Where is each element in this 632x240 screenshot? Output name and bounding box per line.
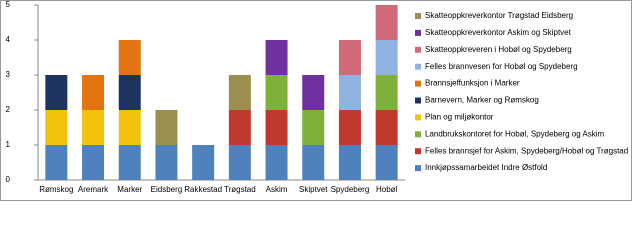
y-tick-label: 3 [6, 70, 11, 79]
legend-swatch [415, 148, 421, 155]
bar-segment [45, 145, 68, 180]
legend-label: Skatteoppkreveren i Hobøl og Spydeberg [425, 45, 572, 54]
bar-segment [228, 75, 251, 110]
legend-swatch [415, 63, 421, 70]
bar-segment [192, 145, 215, 180]
legend-swatch [415, 114, 421, 121]
x-tick-label: Rømskog [39, 185, 73, 194]
x-tick-label: Trøgstad [224, 185, 256, 194]
x-tick-label: Askim [266, 185, 288, 194]
legend-label: Brannsjeffunksjon i Marker [425, 79, 520, 88]
bar-segment [375, 40, 398, 75]
legend-label: Innkjøpssamarbeidet Indre Østfold [425, 163, 547, 172]
legend-swatch [415, 13, 421, 19]
x-tick-label: Spydeberg [331, 185, 370, 194]
bar-segment [155, 145, 178, 180]
bar-segment [375, 110, 398, 145]
bar-segment [375, 75, 398, 110]
bar-segment [338, 40, 361, 75]
legend-swatch [415, 165, 421, 172]
legend-label: Felles brannvesen for Hobøl og Spydeberg [425, 62, 578, 71]
legend-label: Skatteoppkreverkontor Askim og Skiptvet [425, 28, 572, 37]
x-tick-label: Aremark [78, 185, 109, 194]
y-tick-label: 2 [6, 105, 11, 114]
bar-segment [375, 145, 398, 180]
bar-segment [82, 75, 105, 110]
bar-segment [45, 110, 68, 145]
bar-segment [228, 110, 251, 145]
y-tick-label: 1 [6, 140, 11, 149]
legend-swatch [415, 97, 421, 104]
bar-segment [265, 145, 288, 180]
bar-segment [118, 40, 141, 75]
x-tick-label: Skiptvet [299, 185, 328, 194]
legend-label: Barnevern, Marker og Rømskog [425, 96, 539, 105]
legend-label: Landbrukskontoret for Hobøl, Spydeberg o… [425, 129, 605, 138]
bar-segment [82, 110, 105, 145]
bar-segment [228, 145, 251, 180]
bar-segment [118, 75, 141, 110]
x-tick-label: Hobøl [376, 185, 398, 194]
x-tick-label: Rakkestad [184, 185, 222, 194]
legend-swatch [415, 131, 421, 138]
bar-segment [118, 145, 141, 180]
bar-segment [265, 110, 288, 145]
bar-segment [155, 110, 178, 145]
bar-segment [82, 145, 105, 180]
y-tick-label: 0 [6, 175, 11, 184]
bar-segment [338, 110, 361, 145]
bar-segment [302, 145, 325, 180]
legend-swatch [415, 46, 421, 53]
x-tick-label: Marker [117, 185, 142, 194]
x-tick-label: Eidsberg [151, 185, 183, 194]
y-tick-label: 4 [6, 35, 11, 44]
legend-label: Plan og miljøkontor [425, 113, 494, 122]
y-tick-label: 5 [6, 0, 11, 9]
bar-segment [302, 110, 325, 145]
legend-label: Felles brannsjef for Askim, Spydeberg/Ho… [425, 146, 628, 155]
bar-segment [338, 145, 361, 180]
legend-swatch [415, 29, 421, 36]
bar-segment [118, 110, 141, 145]
bar-segment [338, 75, 361, 110]
bar-segment [302, 75, 325, 110]
bar-segment [265, 40, 288, 75]
legend-label: Skatteoppkreverkontor Trøgstad Eidsberg [425, 11, 573, 20]
chart: 0 1 2 3 4 5 Rømskog Aremark Marker Eidsberg Rakkes… [0, 0, 632, 201]
bar-segment [45, 75, 68, 110]
bar-segment [265, 75, 288, 110]
legend-swatch [415, 80, 421, 87]
bar-segment [375, 5, 398, 40]
